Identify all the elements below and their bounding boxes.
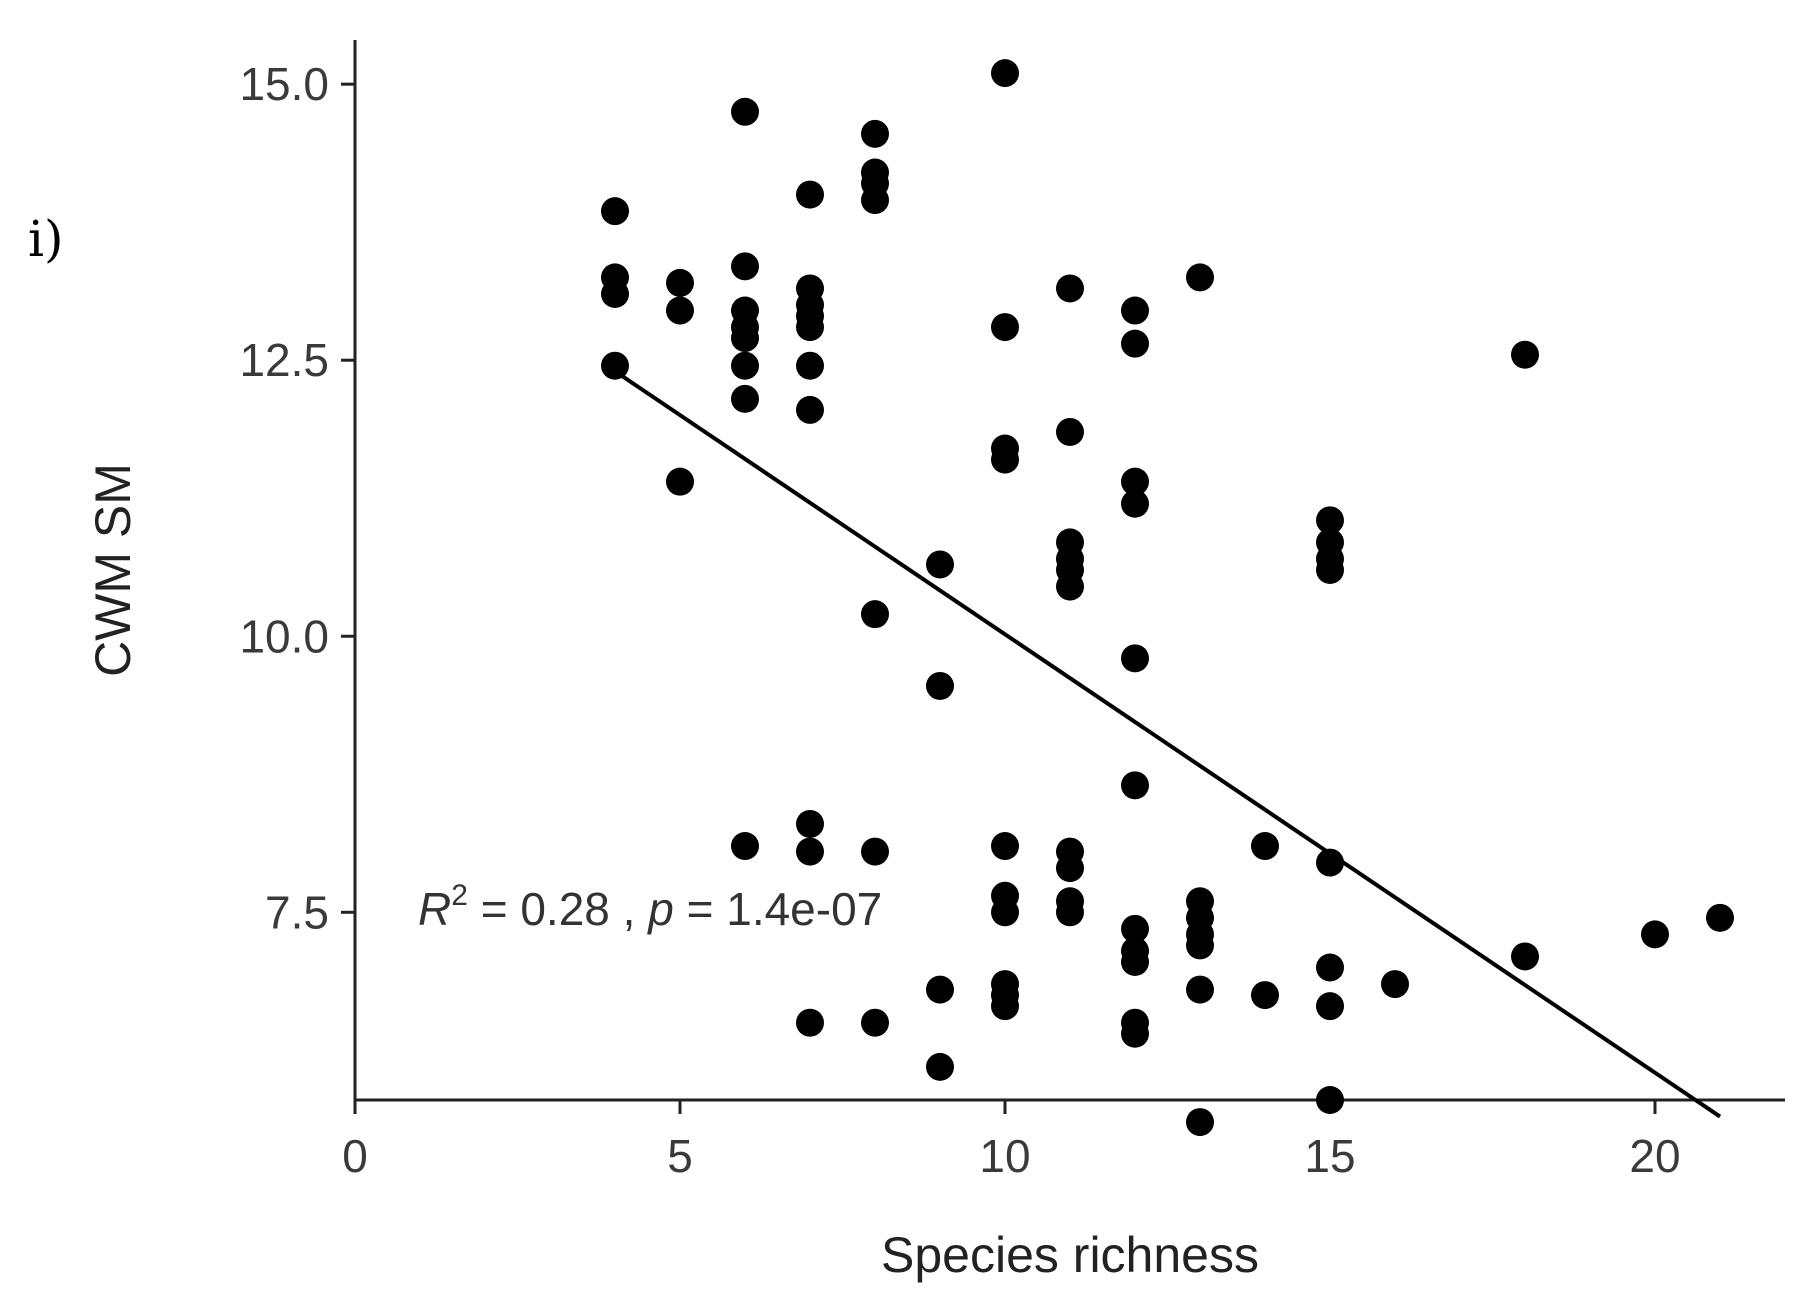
data-point xyxy=(1186,263,1214,292)
data-point xyxy=(1056,417,1084,446)
x-tick-label: 10 xyxy=(979,1130,1030,1182)
data-point xyxy=(1316,556,1344,584)
data-points xyxy=(601,59,1734,1137)
data-point xyxy=(731,97,759,126)
data-point xyxy=(1706,903,1734,932)
data-point xyxy=(991,313,1019,342)
data-point xyxy=(1186,931,1214,960)
data-point xyxy=(1251,981,1279,1010)
data-point xyxy=(796,180,824,209)
annotation-r-value: = 0.28 , xyxy=(468,883,648,935)
x-tick-label: 20 xyxy=(1629,1130,1680,1182)
data-point xyxy=(796,351,824,380)
data-point xyxy=(1121,296,1149,325)
y-axis-ticks: 7.5 10.0 12.5 15.0 xyxy=(239,58,355,938)
data-point xyxy=(601,351,629,380)
data-point xyxy=(1186,1108,1214,1137)
data-point xyxy=(1121,489,1149,518)
y-tick-label: 10.0 xyxy=(239,610,329,662)
data-point xyxy=(1186,975,1214,1004)
data-point xyxy=(1511,340,1539,369)
data-point xyxy=(1056,898,1084,927)
data-point xyxy=(991,445,1019,474)
annotation-r-superscript: 2 xyxy=(451,879,468,912)
x-axis-ticks: 0 5 10 15 20 xyxy=(342,1100,1681,1182)
data-point xyxy=(796,1008,824,1037)
data-point xyxy=(861,837,889,866)
data-point xyxy=(1056,854,1084,883)
data-point xyxy=(1251,832,1279,861)
data-point xyxy=(861,119,889,148)
data-point xyxy=(666,268,694,297)
data-point xyxy=(926,975,954,1004)
data-point xyxy=(1316,848,1344,877)
x-tick-label: 15 xyxy=(1304,1130,1355,1182)
data-point xyxy=(601,197,629,226)
data-point xyxy=(731,351,759,380)
data-point xyxy=(796,395,824,424)
data-point xyxy=(1316,1086,1344,1114)
data-point xyxy=(1511,942,1539,971)
x-tick-label: 0 xyxy=(342,1130,368,1182)
data-point xyxy=(601,279,629,308)
data-point xyxy=(1121,644,1149,673)
data-point xyxy=(991,832,1019,861)
data-point xyxy=(796,313,824,342)
data-point xyxy=(1121,771,1149,800)
data-point xyxy=(1641,920,1669,949)
data-point xyxy=(861,600,889,629)
data-point xyxy=(926,550,954,579)
data-point xyxy=(991,992,1019,1021)
data-point xyxy=(926,671,954,700)
data-point xyxy=(731,384,759,413)
x-axis-title: Species richness xyxy=(881,1227,1259,1283)
x-tick-label: 5 xyxy=(667,1130,693,1182)
data-point xyxy=(1121,947,1149,976)
data-point xyxy=(991,59,1019,88)
data-point xyxy=(1121,467,1149,496)
y-tick-label: 7.5 xyxy=(265,886,329,938)
data-point xyxy=(1316,506,1344,535)
data-point xyxy=(991,898,1019,927)
data-point xyxy=(796,809,824,838)
data-point xyxy=(796,837,824,866)
data-point xyxy=(861,186,889,215)
data-point xyxy=(666,467,694,496)
data-point xyxy=(731,324,759,353)
regression-annotation: R2 = 0.28 , p = 1.4e-07 xyxy=(418,879,882,935)
data-point xyxy=(731,832,759,861)
data-point xyxy=(1381,970,1409,999)
data-point xyxy=(666,296,694,325)
data-point xyxy=(1121,914,1149,943)
annotation-r-symbol: R xyxy=(418,883,451,935)
data-point xyxy=(1316,953,1344,982)
data-point xyxy=(1121,329,1149,358)
data-point xyxy=(1316,992,1344,1021)
data-point xyxy=(1056,274,1084,303)
data-point xyxy=(861,1008,889,1037)
data-point xyxy=(1056,572,1084,601)
panel-label: i) xyxy=(28,210,64,268)
regression-line xyxy=(613,369,1722,1119)
annotation-p-symbol: p xyxy=(646,883,674,935)
data-point xyxy=(1121,1019,1149,1048)
y-tick-label: 12.5 xyxy=(239,334,329,386)
y-axis-title: CWM SM xyxy=(85,463,141,677)
annotation-p-value: = 1.4e-07 xyxy=(674,883,882,935)
data-point xyxy=(926,1052,954,1081)
y-tick-label: 15.0 xyxy=(239,58,329,110)
data-point xyxy=(731,252,759,281)
